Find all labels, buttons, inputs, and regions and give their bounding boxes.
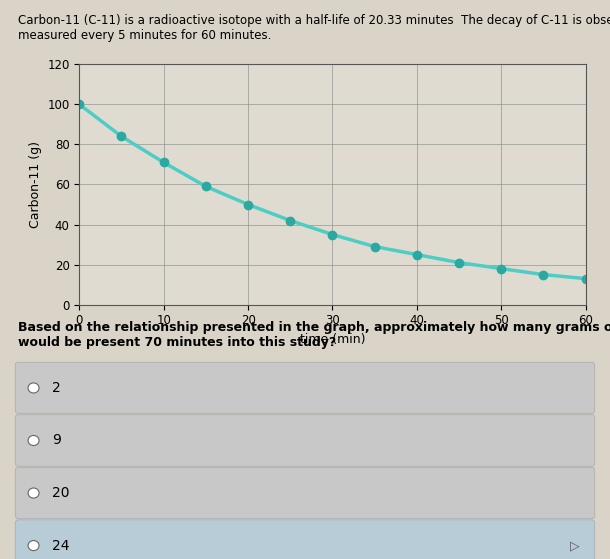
FancyBboxPatch shape [15,520,595,559]
Text: 24: 24 [52,538,70,553]
Circle shape [28,383,39,393]
Circle shape [28,435,39,446]
Y-axis label: Carbon-11 (g): Carbon-11 (g) [29,141,41,228]
Circle shape [28,488,39,498]
Text: Carbon-11 (C-11) is a radioactive isotope with a half-life of 20.33 minutes  The: Carbon-11 (C-11) is a radioactive isotop… [18,14,610,42]
Text: ▷: ▷ [570,539,580,552]
X-axis label: time (min): time (min) [300,333,365,346]
Text: Based on the relationship presented in the graph, approximately how many grams o: Based on the relationship presented in t… [18,321,610,349]
FancyBboxPatch shape [15,362,595,414]
Circle shape [28,541,39,551]
FancyBboxPatch shape [15,415,595,466]
FancyBboxPatch shape [15,467,595,519]
Text: 2: 2 [52,381,60,395]
Text: 9: 9 [52,433,61,448]
Text: 20: 20 [52,486,70,500]
